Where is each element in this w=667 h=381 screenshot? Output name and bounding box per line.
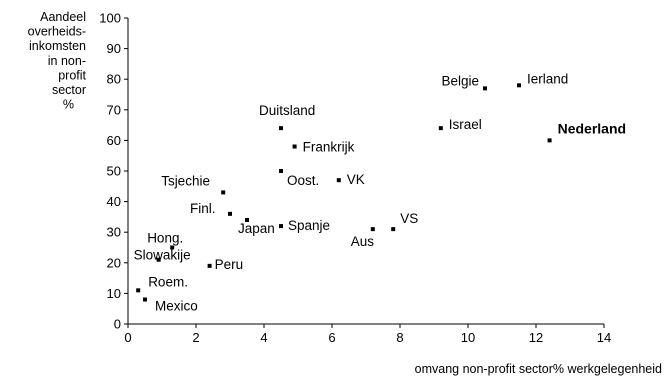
x-tick-label: 14 [597,330,611,345]
data-point-tsjechie [221,190,226,195]
data-point-israel [438,126,443,131]
point-label-mexico: Mexico [155,299,198,314]
point-label-vk: VK [347,172,365,187]
axes [127,18,604,325]
data-point-vk [336,178,341,183]
point-label-slowakije: Slowakije [134,248,191,263]
y-axis-label-line: overheids- [28,25,86,39]
y-tick-label: 70 [107,102,121,117]
point-labels: Belgie Ierland Israel Nederland Duitsland Fra… [134,71,626,313]
y-tick-label: 90 [107,41,121,56]
x-tick-label: 12 [529,330,543,345]
y-ticks: 0 10 20 30 40 50 60 70 80 90 100 [99,11,128,332]
data-point-vs [391,227,396,232]
y-axis-label-line: inkomsten [29,39,86,53]
point-label-belgie: Belgie [441,73,479,88]
y-tick-label: 80 [107,72,121,87]
data-point-duitsland [279,126,283,131]
y-tick-label: 10 [107,286,121,301]
data-point-aus [370,227,375,232]
data-point-finl- [228,211,232,216]
point-label-ierland: Ierland [527,71,568,86]
x-tick-label: 0 [124,330,131,345]
y-tick-label: 100 [99,11,121,26]
point-label-aus: Aus [351,234,375,249]
point-label-nederland: Nederland [558,120,626,136]
y-tick-label: 50 [107,164,121,179]
point-label-frankrijk: Frankrijk [303,140,355,155]
y-axis-label: Aandeel overheids-inkomsten in non-profit s… [28,10,87,112]
x-axis-label: omvang non-profit sector% werkgelegenhei… [415,362,662,376]
point-label-roem-: Roem. [148,274,188,289]
data-points [136,83,552,302]
point-label-israel: Israel [449,117,482,132]
data-point-peru [207,263,212,268]
data-point-slowakije [156,257,161,262]
y-tick-label: 40 [107,194,121,209]
y-axis-label-line: in non- [48,54,86,68]
y-tick-label: 20 [107,255,121,270]
x-tick-label: 8 [396,330,403,345]
data-point-nederland [547,138,552,143]
data-point-ierland [517,83,521,88]
point-label-japan: Japan [238,221,275,236]
point-label-oost-: Oost. [287,173,319,188]
data-point-roem- [136,288,141,293]
data-point-spanje [279,224,283,229]
y-tick-label: 60 [107,133,121,148]
x-tick-label: 4 [260,330,267,345]
x-tick-label: 10 [461,330,475,345]
y-axis-label-line: profit [58,68,86,82]
y-tick-label: 30 [107,225,121,240]
point-label-vs: VS [400,211,418,226]
point-label-tsjechie: Tsjechie [161,173,210,188]
x-ticks: 0 2 4 6 8 10 12 14 [124,324,611,345]
data-point-oost- [279,169,283,173]
y-tick-label: 0 [114,317,121,332]
data-point-japan [245,217,249,222]
y-axis-label-line: sector [52,83,86,97]
point-label-finl-: Finl. [190,201,216,216]
point-label-peru: Peru [215,257,244,272]
data-point-mexico [143,297,147,302]
x-tick-label: 6 [328,330,335,345]
y-axis-label-line: Aandeel [40,10,86,24]
data-point-frankrijk [292,144,297,149]
point-label-spanje: Spanje [288,218,330,233]
data-point-hong- [170,245,175,250]
point-label-hong-: Hong. [147,231,183,246]
data-point-belgie [483,86,487,91]
x-tick-label: 2 [192,330,199,345]
y-axis-label-line: % [63,98,74,112]
point-label-duitsland: Duitsland [259,103,315,118]
